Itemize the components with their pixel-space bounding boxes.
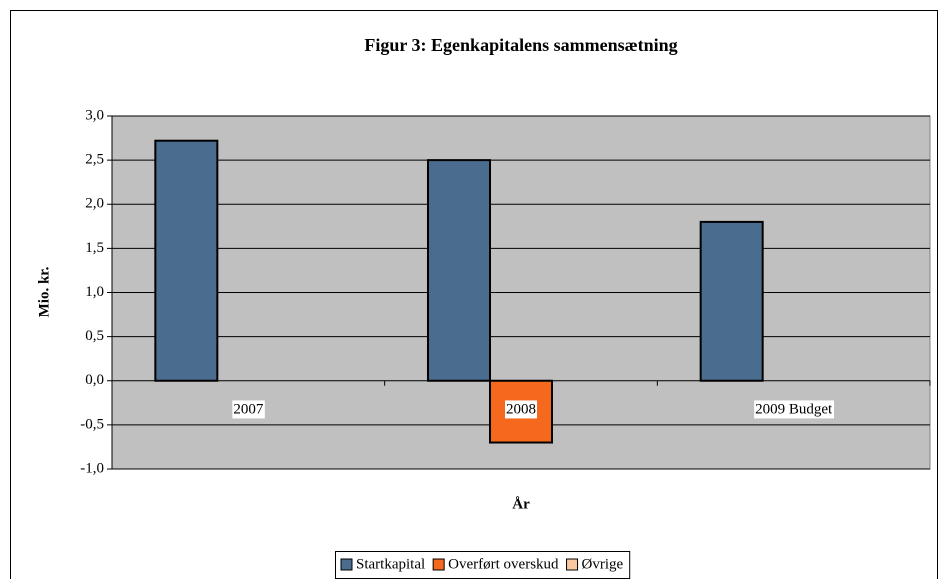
legend-label: Startkapital [356,556,425,572]
y-tick-label: 3,0 [85,107,104,123]
category-label-bg [505,400,537,419]
category-label-bg [232,400,265,419]
bar [699,220,764,382]
chart-title: Figur 3: Egenkapitalens sammensætning [364,35,677,55]
x-tick-label: 2009 Budget [755,401,833,417]
y-tick-label: 2,5 [85,152,104,168]
category-label-bg [754,400,835,419]
x-tick-label: 2007 [233,401,264,417]
y-tick-label: 1,0 [85,284,104,300]
bar [154,139,219,382]
legend-label: Overført overskud [448,556,559,572]
y-tick-label: -1,0 [80,460,104,476]
legend-swatch [340,558,353,571]
x-axis-title: År [512,496,530,512]
y-tick-label: 2,0 [85,196,104,212]
y-tick-label: 0,5 [85,328,104,344]
bar [427,159,491,382]
legend-swatch [566,558,579,571]
legend-swatch [432,558,445,571]
y-tick-label: 0,0 [85,372,104,388]
legend-label: Øvrige [582,556,624,572]
x-tick-label: 2008 [506,401,536,417]
y-tick-label: -0,5 [80,416,104,432]
y-tick-label: 1,5 [85,240,104,256]
y-axis-title: Mio. kr. [36,266,52,317]
